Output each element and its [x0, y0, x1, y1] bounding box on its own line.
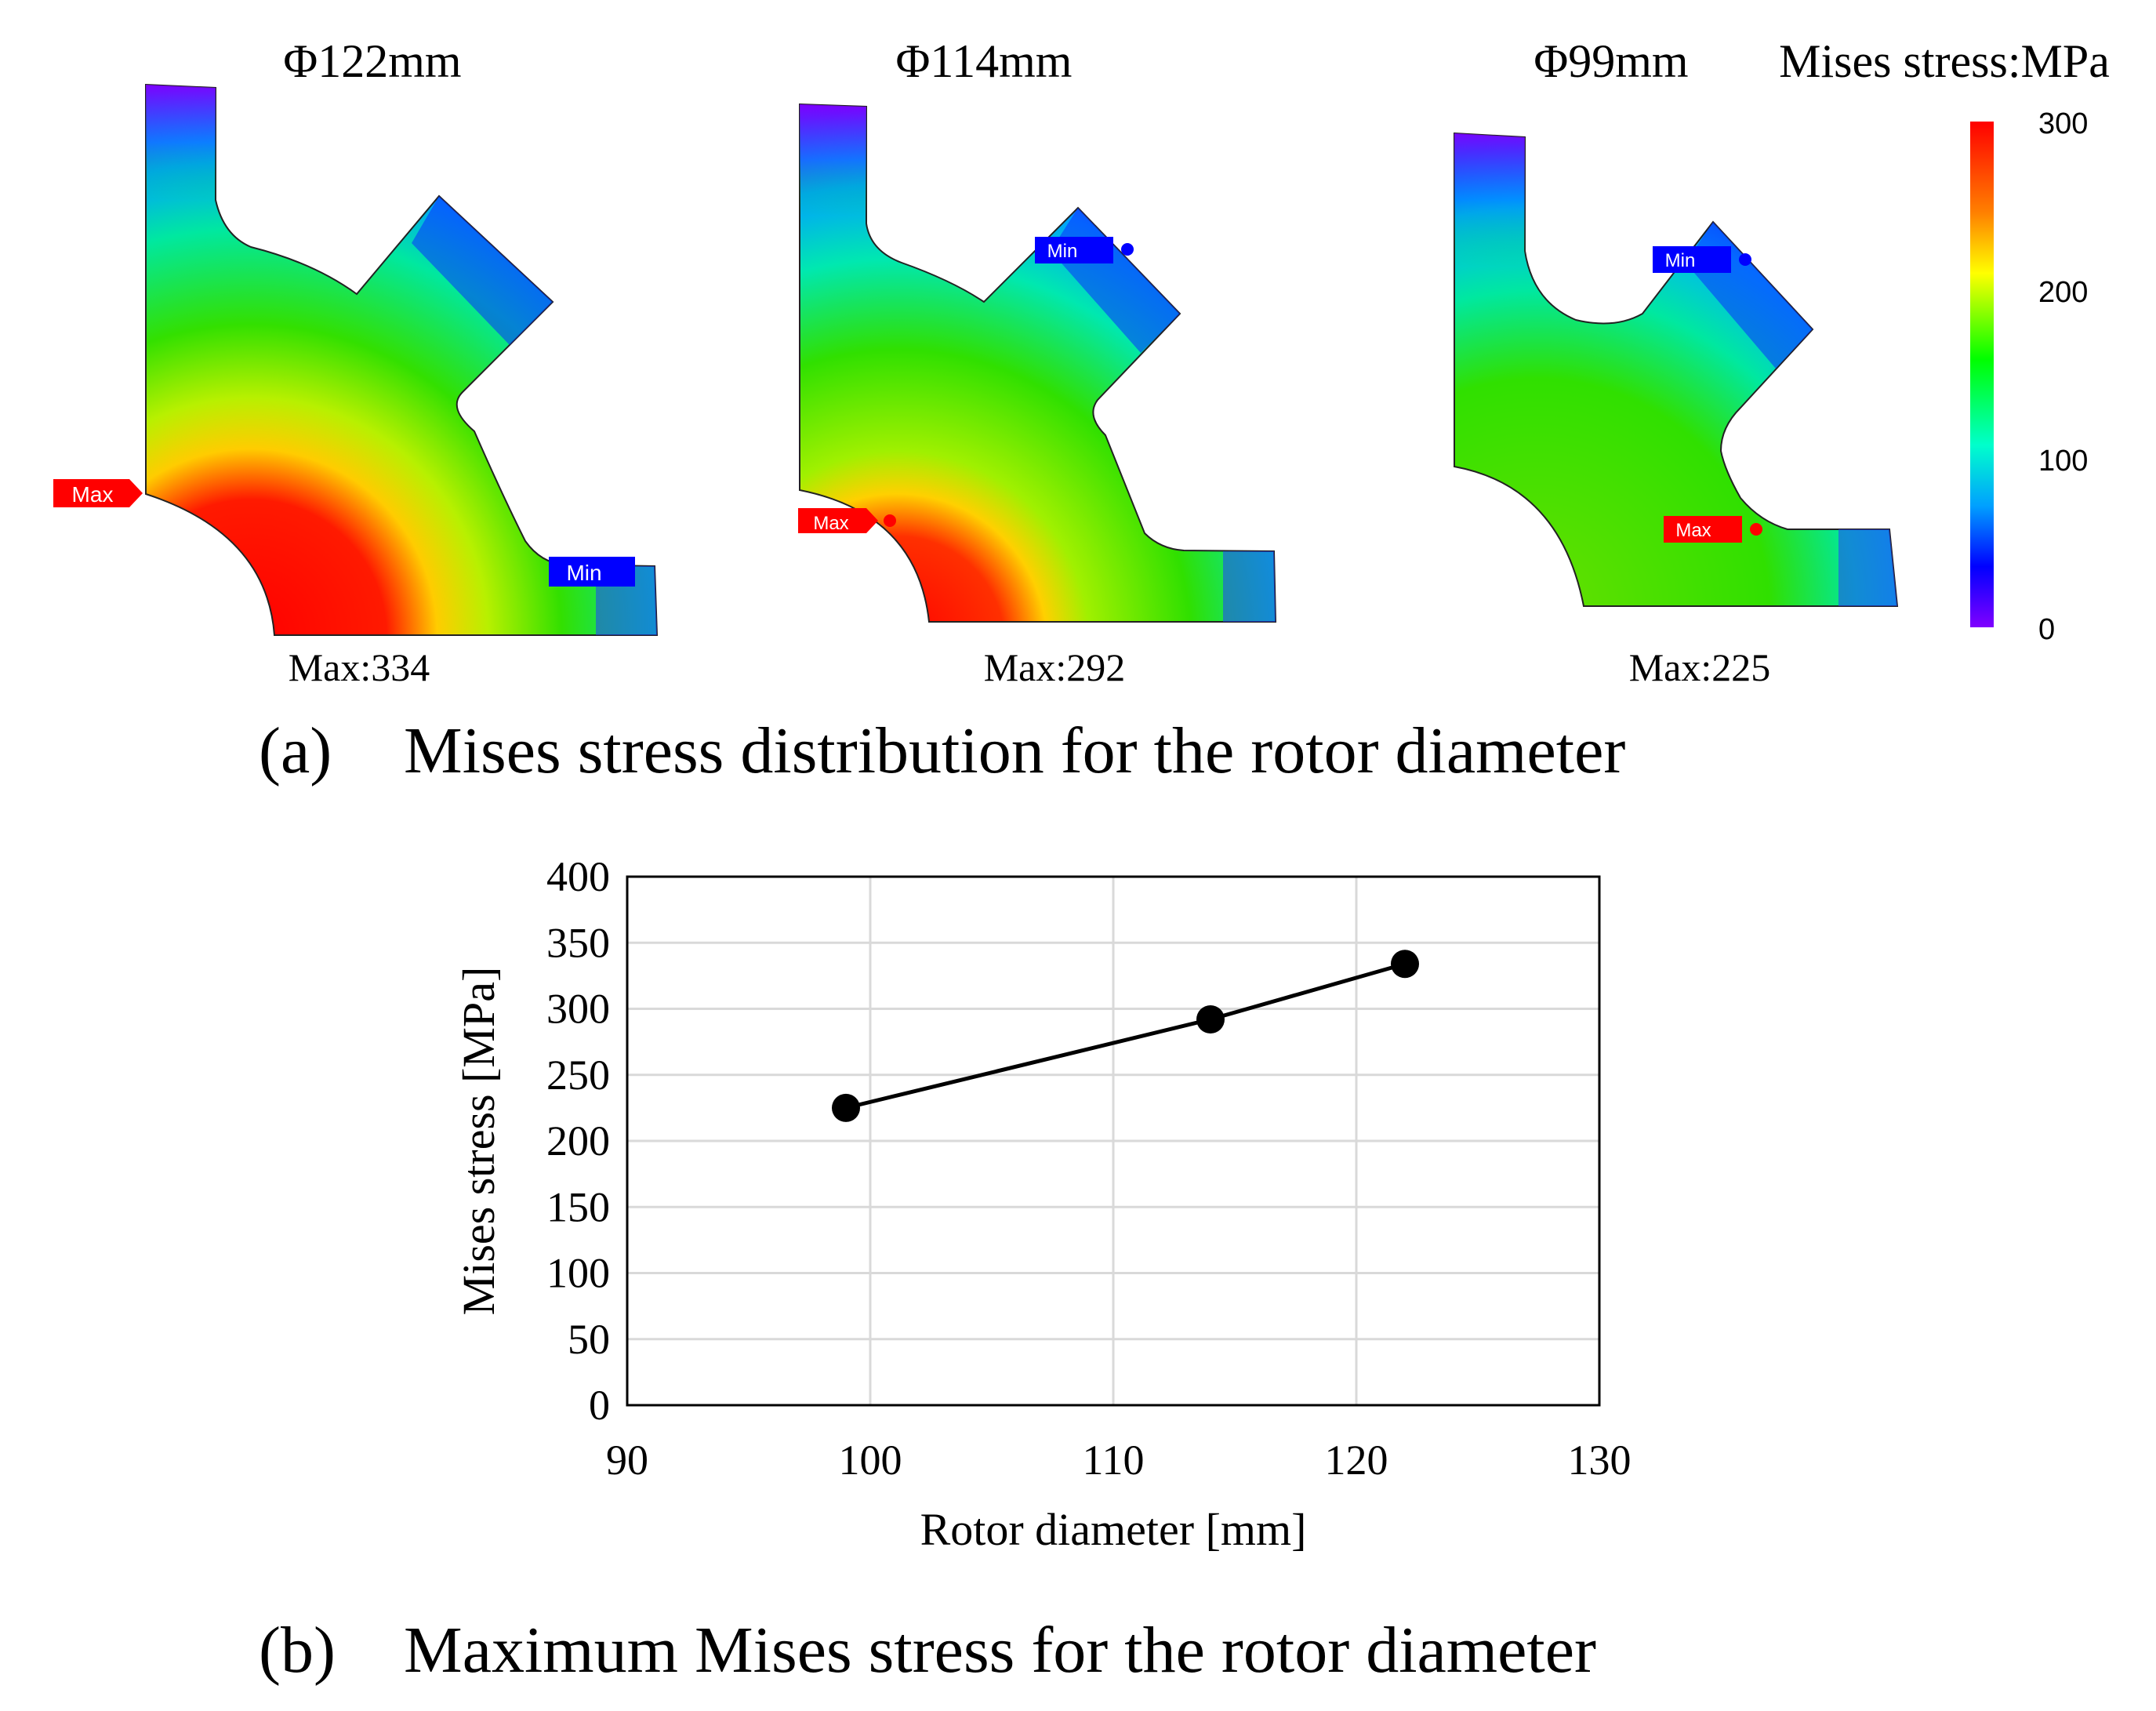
colorbar-tick-200: 200 [2038, 276, 2088, 309]
y-tick-label-250: 250 [546, 1052, 610, 1099]
panel-a: Φ122mm Max Min Max:334 Φ114mm [53, 35, 2110, 787]
x-axis-label: Rotor diameter [mm] [920, 1504, 1307, 1555]
foot-fade [1223, 551, 1276, 622]
max-tag: Max [798, 508, 896, 534]
grid-lines [627, 877, 1599, 1405]
data-points [832, 950, 1419, 1122]
foot-fade [1838, 529, 1897, 606]
min-tag: Min [549, 557, 635, 587]
data-point-122 [1391, 950, 1419, 979]
y-tick-label-350: 350 [546, 919, 610, 966]
max-value: Max:225 [1629, 645, 1771, 689]
top-fade [800, 104, 866, 216]
rotor-shape [799, 103, 1277, 623]
top-fade [1454, 133, 1525, 267]
stress-model-99: Φ99mm Max Min Max:225 [1454, 35, 1899, 689]
y-tick-label-150: 150 [546, 1183, 610, 1230]
series-line [845, 961, 1406, 1110]
rotor-shape [1454, 132, 1899, 607]
data-point-99 [832, 1093, 860, 1122]
y-tick-label-200: 200 [546, 1117, 610, 1164]
caption-b-label: (b) [259, 1614, 336, 1687]
svg-text:Min: Min [1047, 241, 1078, 262]
y-tick-label-300: 300 [546, 986, 610, 1033]
max-tag: Max [1664, 516, 1762, 543]
colorbar-gradient [1970, 122, 1994, 627]
svg-text:Min: Min [1665, 250, 1696, 271]
svg-text:Max: Max [72, 482, 114, 507]
min-tag: Min [1035, 237, 1134, 263]
x-tick-label-130: 130 [1568, 1437, 1632, 1484]
caption-a-label: (a) [259, 714, 332, 787]
y-tick-label-0: 0 [589, 1382, 610, 1429]
colorbar-title: Mises stress:MPa [1779, 35, 2110, 87]
svg-text:Max: Max [1675, 520, 1711, 541]
colorbar-tick-300: 300 [2038, 107, 2088, 140]
model-title: Φ114mm [896, 35, 1073, 87]
x-tick-label-120: 120 [1325, 1437, 1388, 1484]
x-tick-label-90: 90 [606, 1437, 648, 1484]
max-tag: Max [53, 479, 143, 507]
colorbar-tick-0: 0 [2038, 613, 2055, 646]
x-tick-label-110: 110 [1083, 1437, 1145, 1484]
stress-model-122: Φ122mm Max Min Max:334 [53, 35, 659, 689]
y-axis-label: Mises stress [MPa] [453, 967, 504, 1316]
data-point-114 [1196, 1004, 1225, 1034]
y-tick-label-400: 400 [546, 853, 610, 900]
y-tick-label-50: 50 [568, 1316, 610, 1363]
tooth-fade [412, 196, 553, 345]
max-value: Max:334 [289, 645, 430, 689]
top-fade [146, 85, 216, 200]
colorbar-tick-100: 100 [2038, 445, 2088, 478]
caption-b-text: Maximum Mises stress for the rotor diame… [404, 1614, 1596, 1687]
colorbar: Mises stress:MPa 300 200 100 0 [1779, 35, 2110, 646]
rotor-shape [145, 83, 659, 636]
stress-model-114: Φ114mm Max Min Max:292 [798, 35, 1277, 689]
min-tag: Min [1653, 246, 1751, 273]
svg-text:Max: Max [813, 513, 848, 534]
max-value: Max:292 [984, 645, 1126, 689]
x-tick-labels: 90 100 110 120 130 [606, 1437, 1632, 1484]
x-tick-label-100: 100 [839, 1437, 902, 1484]
svg-text:Min: Min [566, 561, 601, 585]
plot-frame [626, 875, 1601, 1407]
caption-a-text: Mises stress distribution for the rotor … [404, 714, 1625, 787]
y-tick-labels: 0 50 100 150 200 250 300 350 400 [546, 853, 610, 1429]
model-title: Φ122mm [283, 35, 461, 87]
model-title: Φ99mm [1534, 35, 1688, 87]
y-tick-label-100: 100 [546, 1250, 610, 1297]
